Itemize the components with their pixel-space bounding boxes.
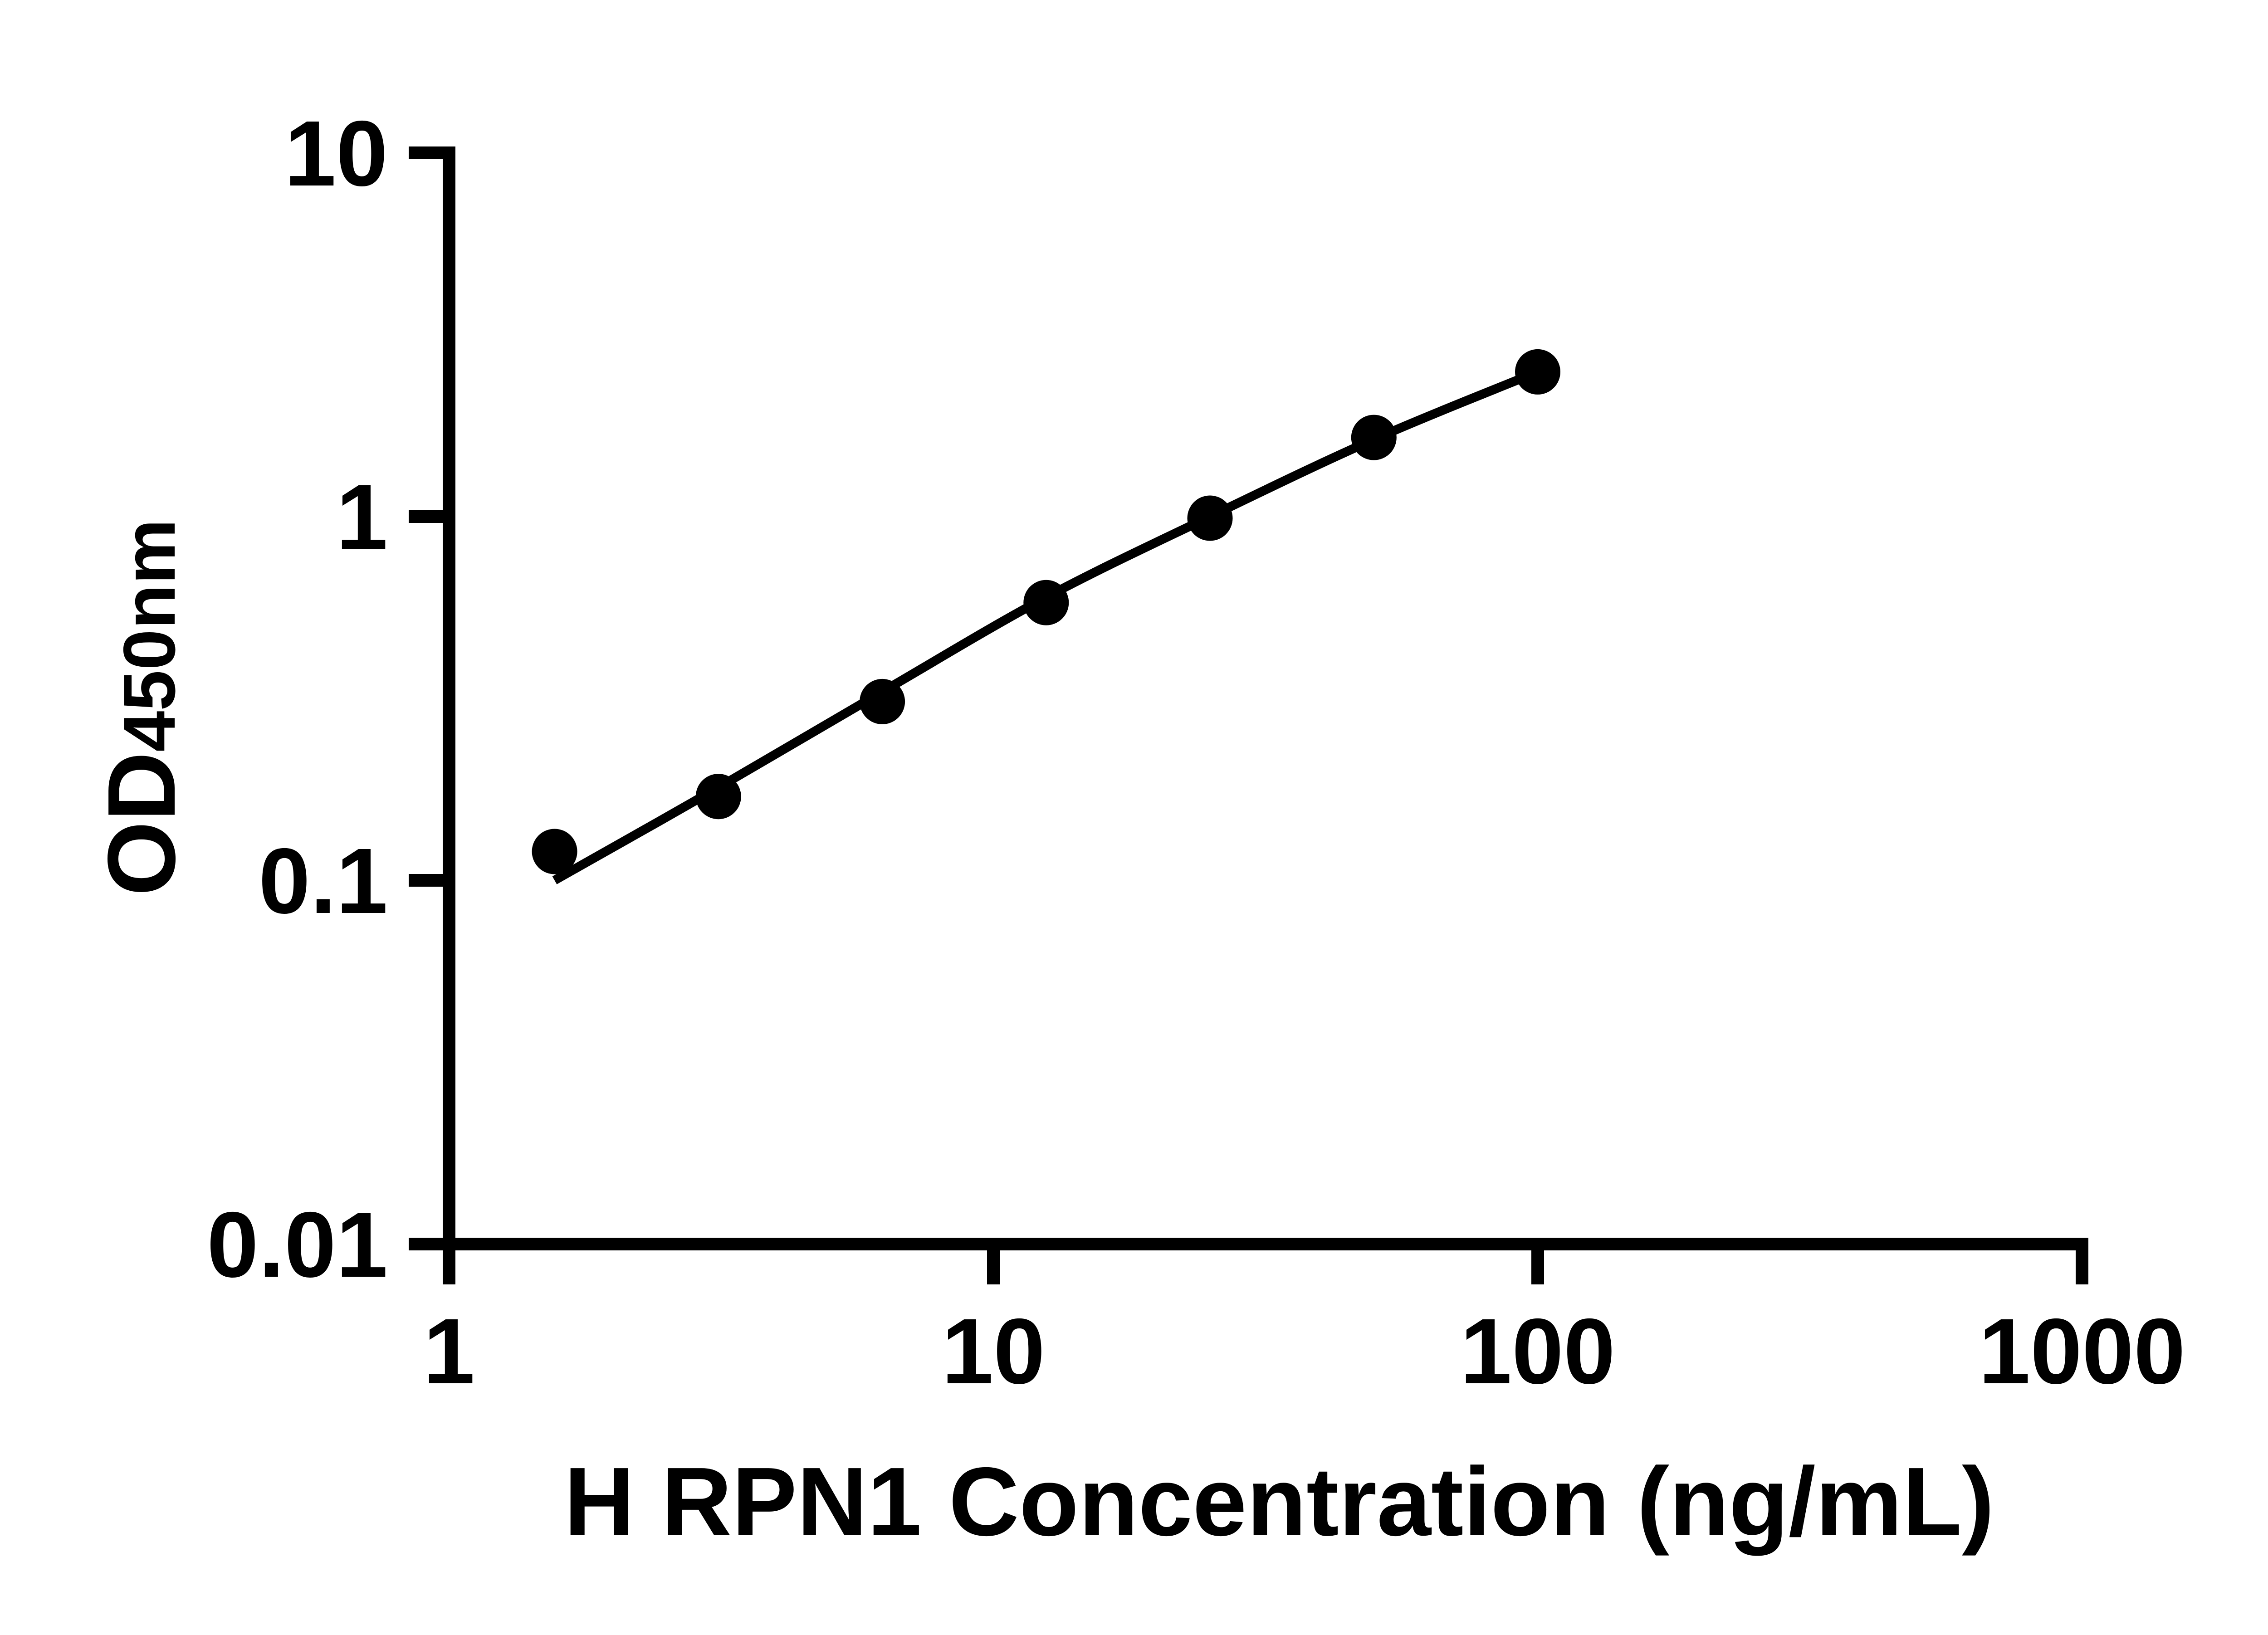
points-layer [532,349,1560,874]
y-tick-label: 10 [284,102,388,205]
y-axis-title: OD450nm [88,519,195,896]
x-axis-title: H RPN1 Concentration (ng/mL) [564,1447,1994,1556]
x-tick-label: 10 [942,1299,1045,1403]
x-tick-label: 100 [1460,1299,1615,1403]
data-point [1023,580,1069,625]
data-point [532,829,577,874]
data-point [695,774,741,820]
axes-layer: 10 1 0.1 0.01 1 10 100 1000 [207,102,2185,1403]
x-tick-label: 1000 [1979,1299,2185,1403]
y-axis-title-subscript: 450nm [108,519,191,752]
data-point [1351,415,1397,460]
y-tick-label: 1 [336,465,388,569]
data-point [1515,349,1560,395]
data-point [860,678,905,724]
y-axis-title-main: OD [88,752,195,896]
y-tick-label: 0.01 [207,1193,388,1297]
y-tick-label: 0.1 [259,829,388,933]
data-point [1187,495,1233,541]
x-tick-label: 1 [423,1299,475,1403]
